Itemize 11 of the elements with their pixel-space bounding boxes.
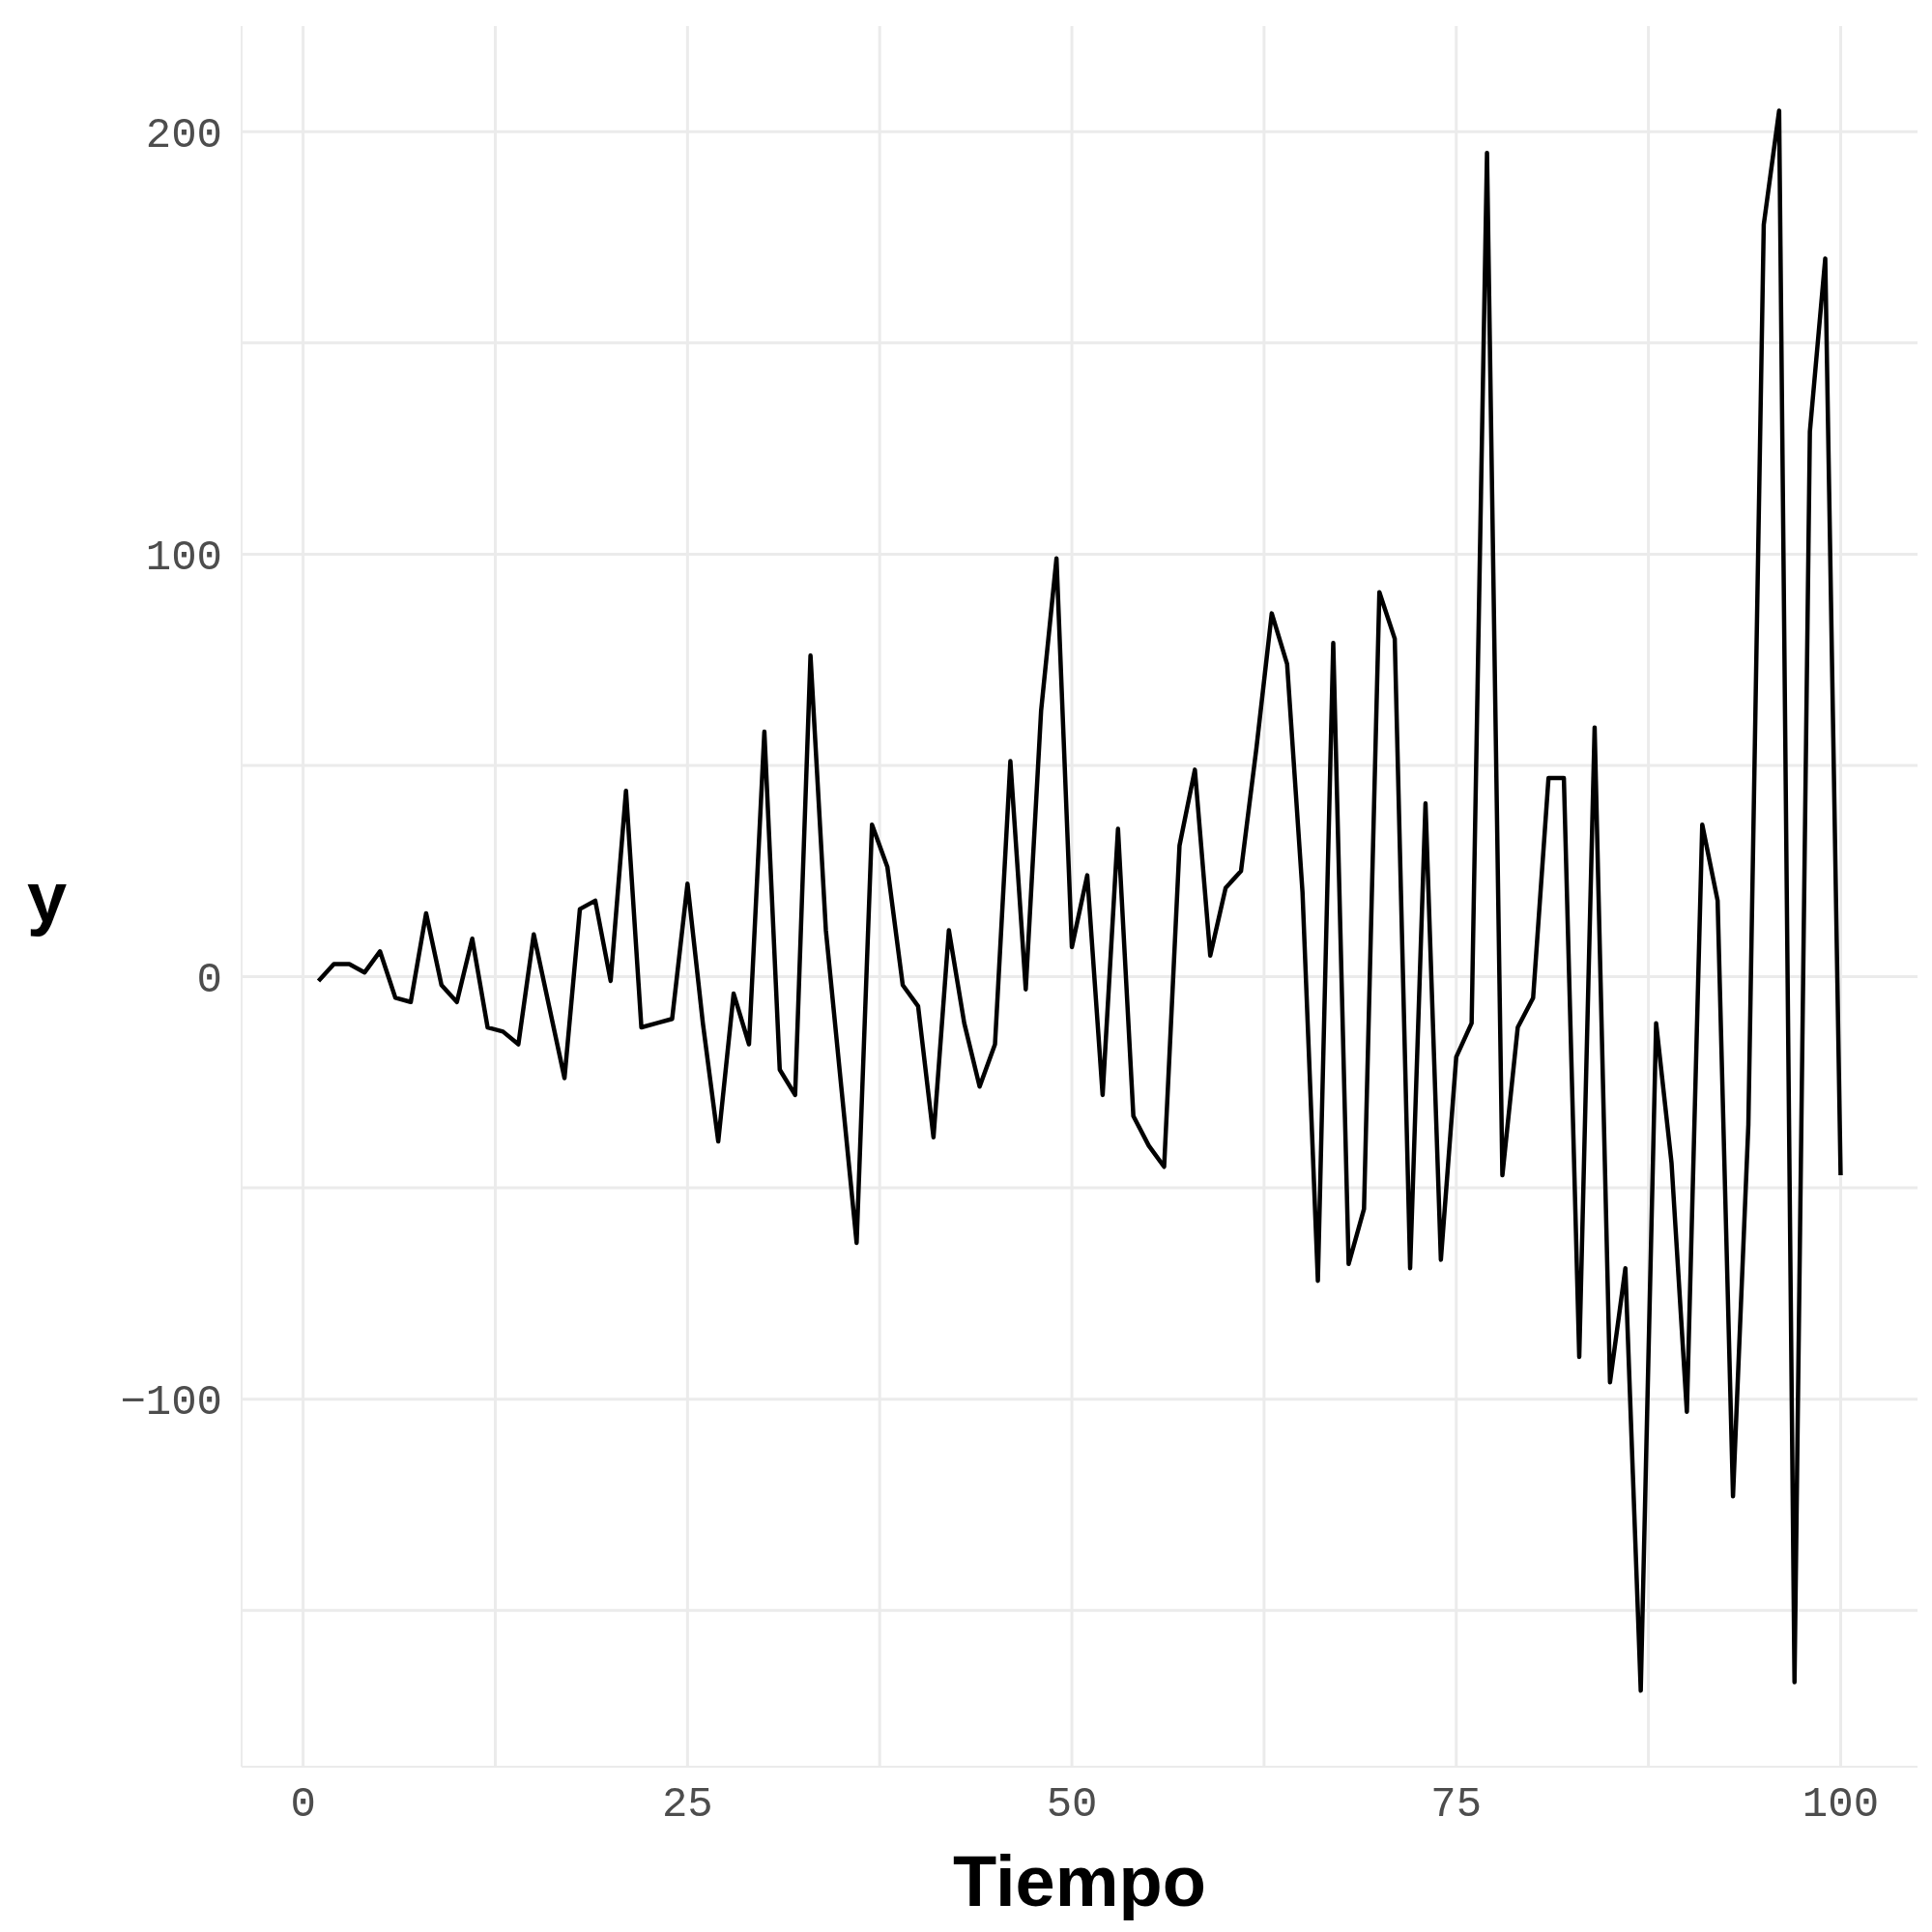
- x-tick-label: 25: [661, 1780, 713, 1830]
- x-tick-label: 75: [1430, 1780, 1483, 1830]
- y-tick-label: 200: [145, 110, 222, 159]
- y-axis-title: y: [27, 856, 68, 937]
- y-tick-label: 100: [145, 533, 222, 583]
- x-tick-label: 50: [1046, 1780, 1098, 1830]
- x-tick-label: 100: [1802, 1780, 1880, 1830]
- y-tick-label: 0: [196, 956, 222, 1005]
- x-tick-label: 0: [290, 1780, 316, 1830]
- x-axis-title: Tiempo: [953, 1841, 1206, 1921]
- y-tick-label: −100: [120, 1378, 222, 1427]
